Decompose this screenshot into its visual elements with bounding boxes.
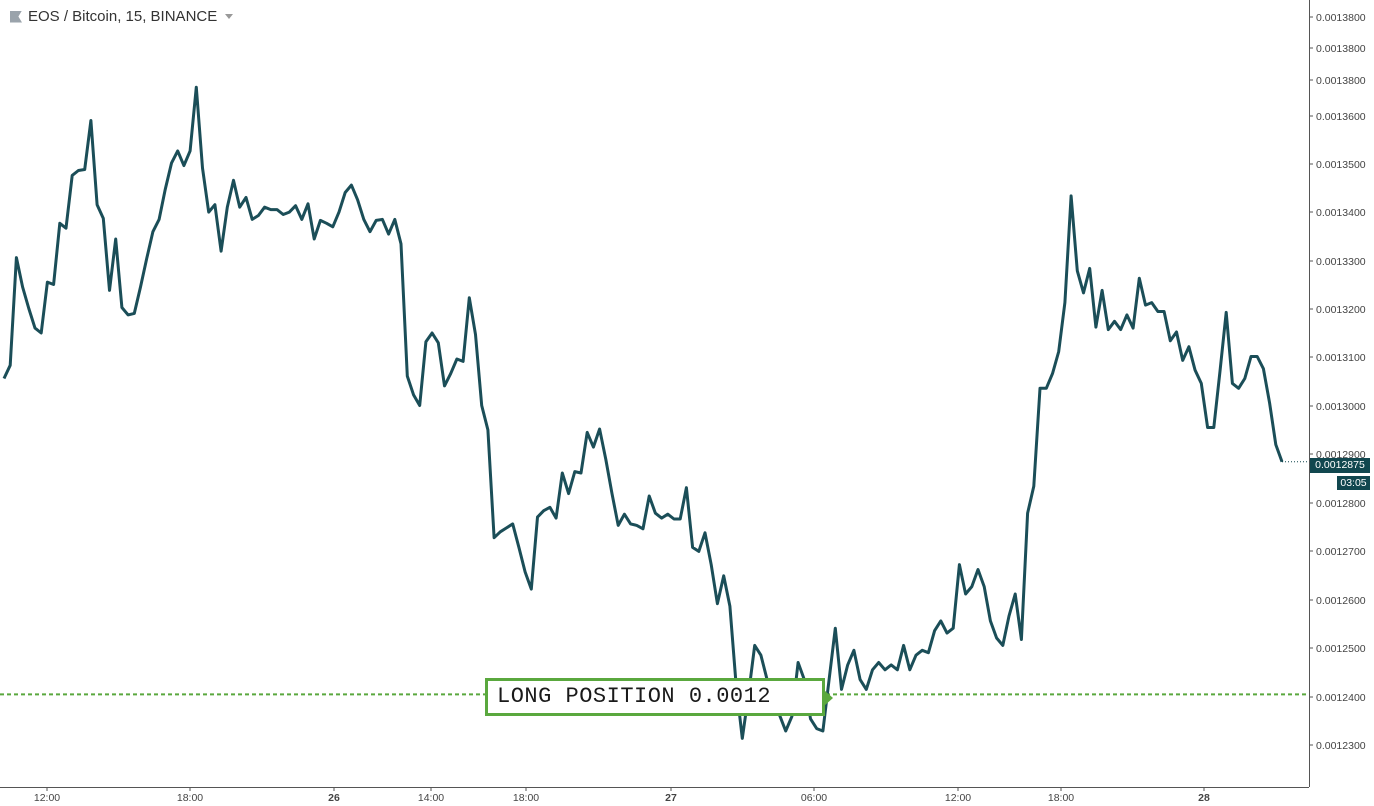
y-tick-label: 0.0012600 [1316,595,1366,607]
long-position-label[interactable]: LONG POSITION 0.0012 [485,678,833,716]
last-price-badge: 0.0012875 [1310,458,1370,473]
symbol-title: EOS / Bitcoin, 15, BINANCE [28,8,218,25]
price-series-line [2,85,1284,740]
price-axis[interactable]: 0.0013800 0.0013800 0.0013800 0.0013600 0.00… [1309,12,1366,752]
x-tick-label: 12:00 [945,792,971,804]
bar-countdown-badge: 03:05 [1337,476,1370,490]
y-tick-label: 0.0012300 [1316,740,1366,752]
y-tick-label: 0.0013500 [1316,159,1366,171]
y-tick-label: 0.0013800 [1316,75,1366,87]
x-tick-label: 27 [665,792,677,804]
y-tick-label: 0.0013100 [1316,352,1366,364]
plot-area[interactable] [0,0,1309,787]
x-tick-label: 28 [1198,792,1210,804]
x-tick-label: 18:00 [1048,792,1074,804]
y-tick-label: 0.0012700 [1316,546,1366,558]
x-tick-label: 26 [328,792,340,804]
y-tick-label: 0.0012400 [1316,692,1366,704]
x-tick-label: 14:00 [418,792,444,804]
time-axis[interactable]: 12:00 18:00 26 14:00 18:00 27 06:00 12:00 18:00 2… [34,787,1210,804]
y-tick-label: 0.0013400 [1316,207,1366,219]
symbol-legend[interactable]: EOS / Bitcoin, 15, BINANCE [6,6,238,27]
y-tick-label: 0.0012500 [1316,643,1366,655]
y-tick-label: 0.0013200 [1316,304,1366,316]
y-tick-label: 0.0013600 [1316,111,1366,123]
y-tick-label: 0.0012800 [1316,498,1366,510]
x-tick-label: 06:00 [801,792,827,804]
y-tick-label: 0.0013800 [1316,43,1366,55]
x-tick-label: 18:00 [177,792,203,804]
dropdown-caret-icon[interactable] [225,14,234,19]
flag-icon[interactable] [10,10,22,23]
y-tick-label: 0.0013300 [1316,256,1366,268]
y-tick-label: 0.0013800 [1316,12,1366,24]
x-tick-label: 18:00 [513,792,539,804]
x-tick-label: 12:00 [34,792,60,804]
series-layer [2,85,1284,740]
y-tick-label: 0.0013000 [1316,401,1366,413]
